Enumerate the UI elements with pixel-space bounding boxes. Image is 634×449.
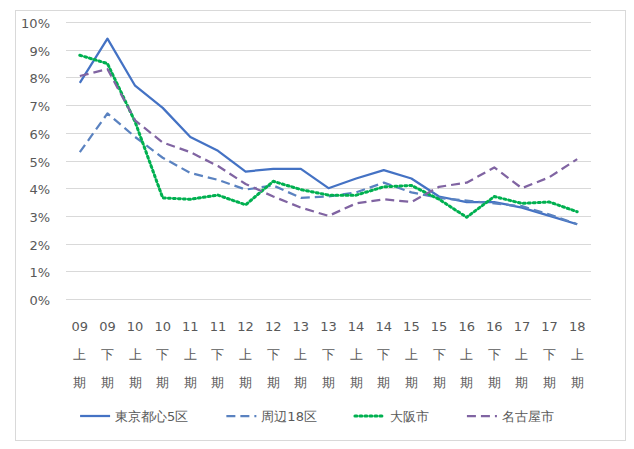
x-tick-label: 16上期 [458,319,475,390]
y-tick-label: 9% [29,44,50,59]
grid-line [66,105,591,106]
x-tick-label: 10下期 [154,319,171,390]
grid-line [66,244,591,245]
y-tick-label: 4% [29,182,50,197]
x-tick-label: 12上期 [237,319,254,390]
series-line [80,39,577,225]
x-tick-label: 14上期 [348,319,365,390]
x-tick-label: 16下期 [486,319,503,390]
chart-border [16,11,626,441]
legend-swatch [226,415,256,417]
grid-line [66,161,591,162]
y-tick-label: 10% [21,16,50,31]
legend-label: 名古屋市 [502,409,554,424]
y-tick-label: 6% [29,127,50,142]
grid-line [66,271,591,272]
x-tick-label: 10上期 [127,319,144,390]
x-tick-label: 09下期 [99,319,116,390]
x-tick-label: 11下期 [210,319,227,390]
chart: 0% 1% 2% 3% 4% 5% 6% 7% 8% 9% 10% 09上期 09下期 10上期 10下期 1… [0,0,634,449]
legend-label: 東京都心5区 [115,409,188,424]
grid-line [66,50,591,51]
legend-label: 周辺18区 [261,409,317,424]
x-tick-label: 13上期 [293,319,310,390]
grid-line [66,133,591,134]
legend: 東京都心5区 周辺18区 大阪市 名古屋市 [80,409,554,424]
y-tick-label: 1% [29,265,50,280]
x-tick-label: 11上期 [182,319,199,390]
x-tick-label: 09上期 [72,319,89,390]
y-tick-label: 3% [29,210,50,225]
grid [66,23,591,300]
x-tick-label: 13下期 [320,319,337,390]
legend-swatch [467,415,497,417]
grid-line [66,77,591,78]
x-tick-label: 14下期 [375,319,392,390]
grid-line [66,299,591,300]
legend-swatch [355,415,385,418]
series-line [80,69,577,216]
y-tick-label: 2% [29,238,50,253]
lines [80,39,577,225]
x-tick-label: 12下期 [265,319,282,390]
x-tick-label: 15上期 [403,319,420,390]
grid-line [66,216,591,217]
y-tick-label: 0% [29,293,50,308]
y-tick-label: 8% [29,71,50,86]
series-line [80,113,577,224]
x-tick-label: 17下期 [541,319,558,390]
grid-line [66,22,591,23]
y-tick-label: 5% [29,155,50,170]
legend-swatch [80,415,110,417]
legend-label: 大阪市 [390,409,429,424]
y-tick-label: 7% [29,99,50,114]
x-tick-label: 18上期 [569,319,586,390]
x-tick-label: 17上期 [514,319,531,390]
x-tick-label: 15下期 [431,319,448,390]
series-line [80,55,577,217]
